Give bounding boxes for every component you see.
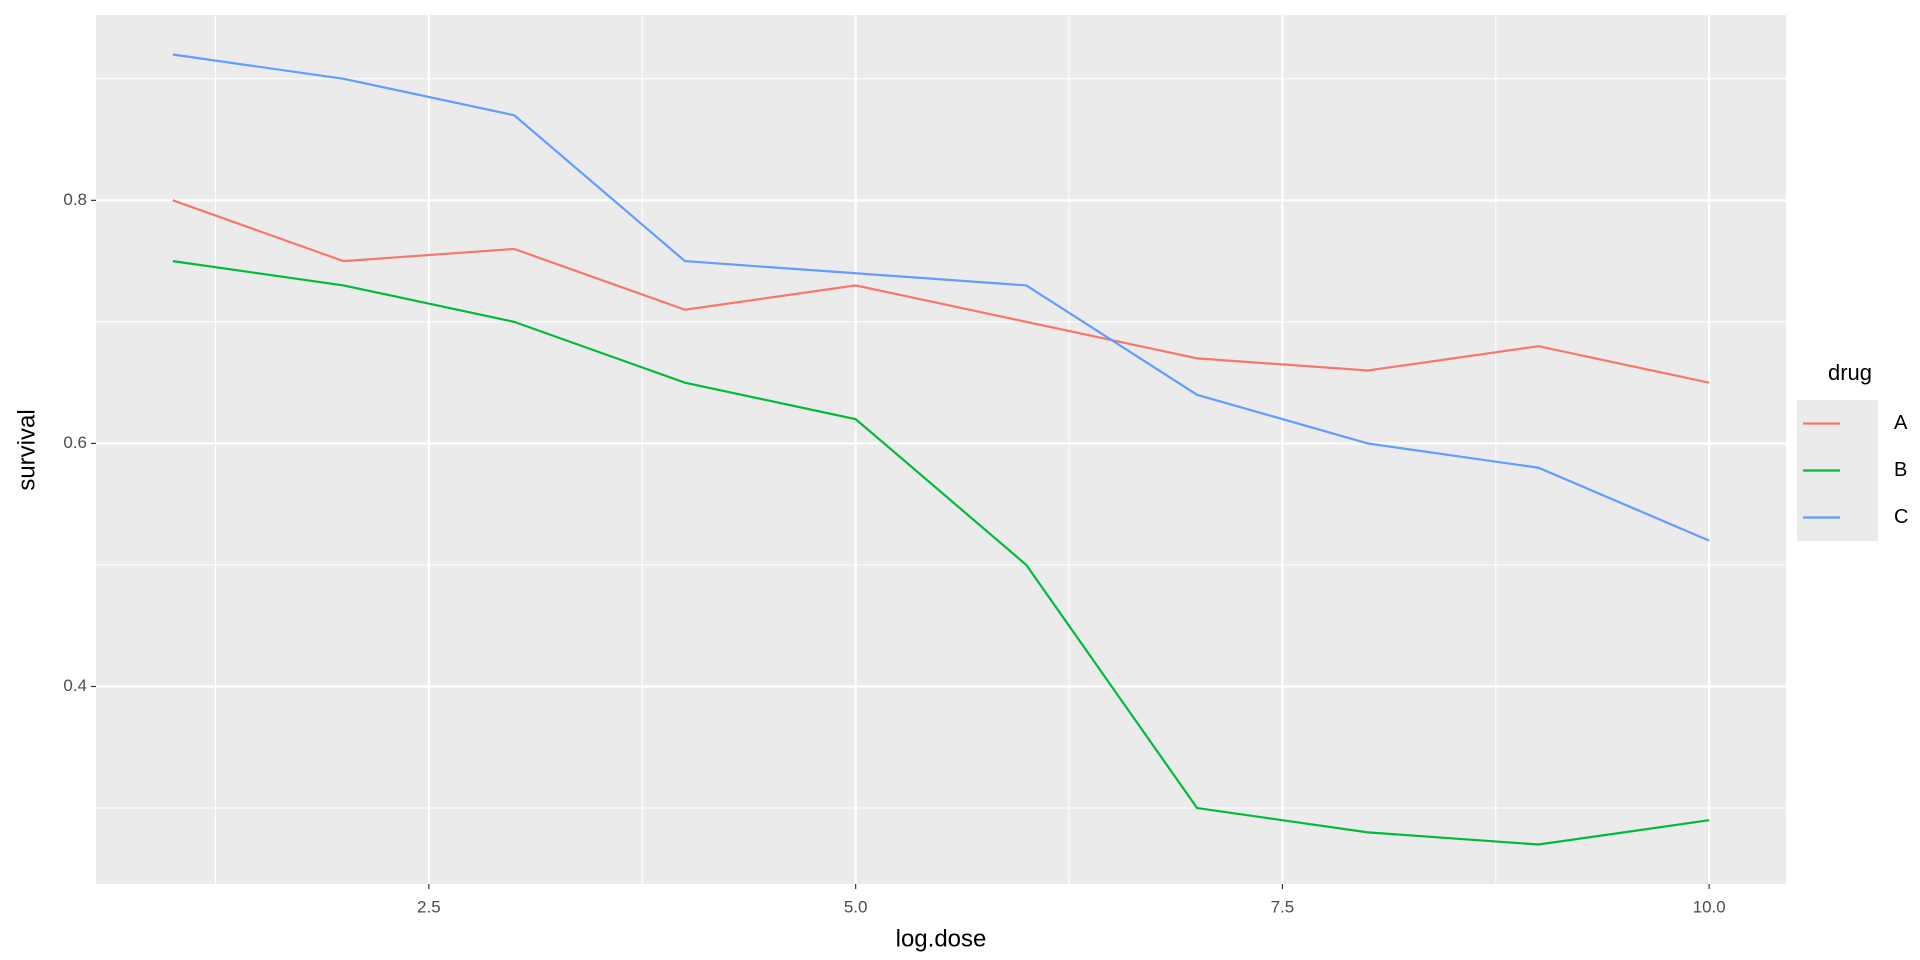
x-tick-label: 2.5 — [417, 897, 441, 916]
line — [172, 260, 1710, 846]
y-axis-title: survival — [13, 409, 40, 490]
y-tick-label: 0.8 — [63, 190, 87, 209]
legend-label: B — [1894, 459, 1907, 481]
x-tick-label: 7.5 — [1271, 897, 1295, 916]
x-axis-title: log.dose — [896, 925, 987, 952]
x-tick-label: 5.0 — [844, 897, 868, 916]
legend-title: drug — [1828, 360, 1872, 385]
legend-label: A — [1894, 412, 1908, 434]
panel — [96, 15, 1786, 884]
line — [172, 53, 1710, 542]
line — [172, 199, 1710, 384]
y-tick-label: 0.4 — [63, 676, 87, 695]
legend-label: C — [1894, 506, 1908, 528]
x-tick-label: 10.0 — [1693, 897, 1726, 916]
y-tick-label: 0.6 — [63, 433, 87, 452]
